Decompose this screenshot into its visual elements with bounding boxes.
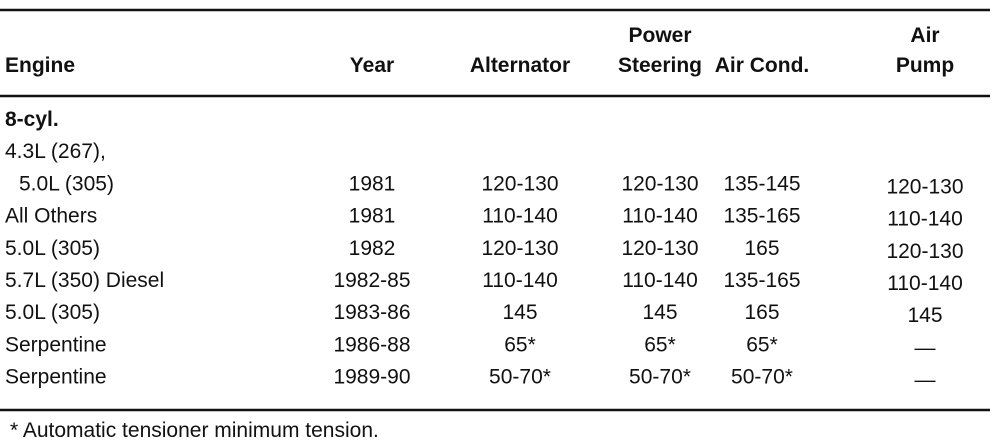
cell: —: [915, 369, 936, 392]
cell: 110-140: [622, 269, 698, 292]
cell: 165: [744, 237, 779, 260]
cell: —: [915, 336, 936, 359]
engine-label: 5.0L (305): [19, 172, 114, 195]
engine-label: 5.7L (350) Diesel: [5, 269, 164, 292]
cell: 1983-86: [333, 301, 410, 324]
cell: 1982-85: [333, 269, 410, 292]
cell: 120-130: [481, 172, 558, 195]
engine-label: Serpentine: [5, 366, 107, 389]
cell: 145: [502, 301, 537, 324]
cell: 110-140: [887, 272, 963, 295]
column-header: Air: [910, 24, 939, 47]
cell: 110-140: [887, 208, 963, 231]
column-header: Power: [628, 24, 691, 47]
footnote: * Automatic tensioner minimum tension.: [10, 419, 379, 442]
cell: 120-130: [481, 237, 558, 260]
cell: 65*: [504, 333, 536, 356]
engine-label: 4.3L (267),: [5, 140, 106, 163]
cell: 110-140: [482, 269, 558, 292]
section-label: 8-cyl.: [5, 108, 59, 131]
cell: 1981: [349, 172, 396, 195]
column-header: Steering: [618, 54, 702, 77]
cell: 110-140: [622, 205, 698, 228]
cell: 50-70*: [629, 366, 691, 389]
cell: 65*: [644, 333, 676, 356]
cell: 1986-88: [333, 333, 410, 356]
engine-label: Serpentine: [5, 333, 107, 356]
cell: 110-140: [482, 205, 558, 228]
engine-label: All Others: [5, 205, 97, 228]
cell: 1989-90: [333, 366, 410, 389]
cell: 145: [907, 304, 942, 327]
cell: 120-130: [621, 172, 698, 195]
cell: 135-165: [723, 205, 800, 228]
engine-label: 5.0L (305): [5, 301, 100, 324]
column-header: Pump: [896, 54, 954, 77]
column-header: Air Cond.: [715, 54, 810, 77]
cell: 1981: [349, 205, 396, 228]
cell: 1982: [349, 237, 396, 260]
column-header: Alternator: [470, 54, 570, 77]
cell: 165: [744, 301, 779, 324]
cell: 50-70*: [489, 366, 551, 389]
cell: 120-130: [886, 175, 963, 198]
column-header: Year: [350, 54, 394, 77]
cell: 145: [642, 301, 677, 324]
cell: 135-145: [723, 172, 800, 195]
column-header: Engine: [5, 54, 75, 77]
cell: 120-130: [886, 240, 963, 263]
engine-label: 5.0L (305): [5, 237, 100, 260]
cell: 135-165: [723, 269, 800, 292]
cell: 120-130: [621, 237, 698, 260]
cell: 50-70*: [731, 366, 793, 389]
cell: 65*: [746, 333, 778, 356]
